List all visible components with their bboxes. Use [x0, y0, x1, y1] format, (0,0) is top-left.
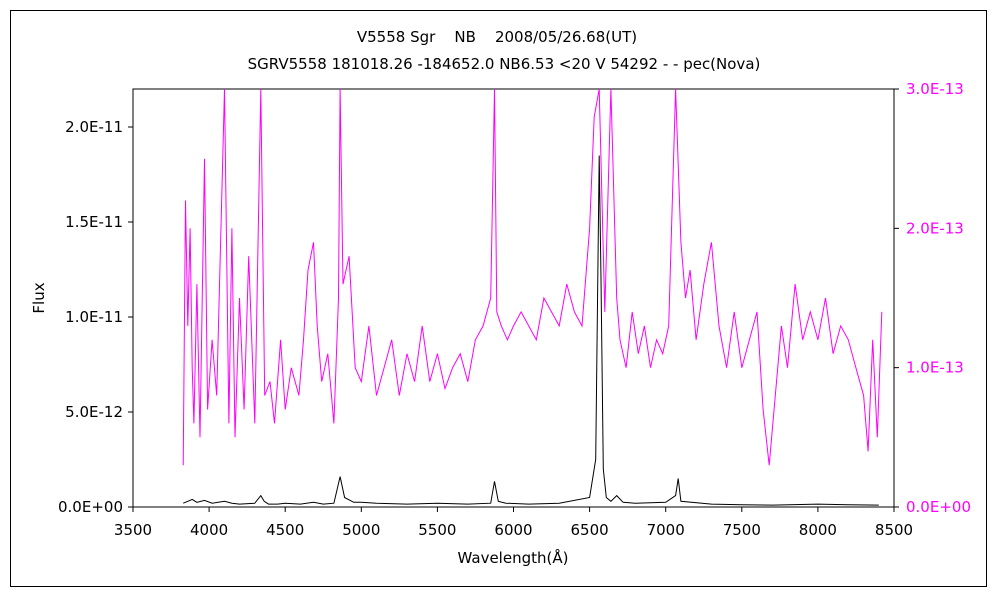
x-axis-ticks: 3500 4000 4500 5000 5500 6000 6500 7000 7500 8000… — [114, 507, 913, 539]
series-layer — [182, 89, 883, 506]
x-tick-label: 6000 — [494, 521, 532, 539]
y-left-axis-ticks: 0.0E+00 5.0E-12 1.0E-11 1.5E-11 2.0E-11 — [58, 118, 133, 516]
x-tick-label: 8000 — [799, 521, 837, 539]
series-line-right-magenta — [182, 89, 883, 466]
y-right-axis-ticks: 0.0E+00 1.0E-13 2.0E-13 3.0E-13 — [894, 80, 971, 516]
x-tick-label: 4500 — [266, 521, 304, 539]
y-left-tick-label: 2.0E-11 — [65, 118, 123, 136]
y-right-tick-label: 0.0E+00 — [906, 498, 971, 516]
x-tick-label: 4000 — [190, 521, 228, 539]
x-tick-label: 8500 — [875, 521, 913, 539]
x-tick-label: 3500 — [114, 521, 152, 539]
y-axis-label: Flux — [30, 282, 48, 313]
x-tick-label: 6500 — [571, 521, 609, 539]
series-line-left-black — [183, 155, 879, 506]
x-tick-label: 5000 — [342, 521, 380, 539]
x-tick-label: 5500 — [418, 521, 456, 539]
y-left-tick-label: 1.5E-11 — [65, 213, 123, 231]
chart-title: V5558 Sgr NB 2008/05/26.68(UT) — [357, 28, 637, 46]
x-axis-label: Wavelength(Å) — [458, 548, 569, 567]
y-left-tick-label: 0.0E+00 — [58, 498, 123, 516]
x-tick-label: 7500 — [723, 521, 761, 539]
chart-subtitle: SGRV5558 181018.26 -184652.0 NB6.53 <20 … — [248, 55, 761, 73]
y-left-tick-label: 5.0E-12 — [65, 403, 123, 421]
y-right-tick-label: 1.0E-13 — [906, 359, 964, 377]
chart-frame — [10, 10, 987, 587]
y-right-tick-label: 3.0E-13 — [906, 80, 964, 98]
y-left-tick-label: 1.0E-11 — [65, 308, 123, 326]
x-tick-label: 7000 — [647, 521, 685, 539]
y-right-tick-label: 2.0E-13 — [906, 219, 964, 237]
